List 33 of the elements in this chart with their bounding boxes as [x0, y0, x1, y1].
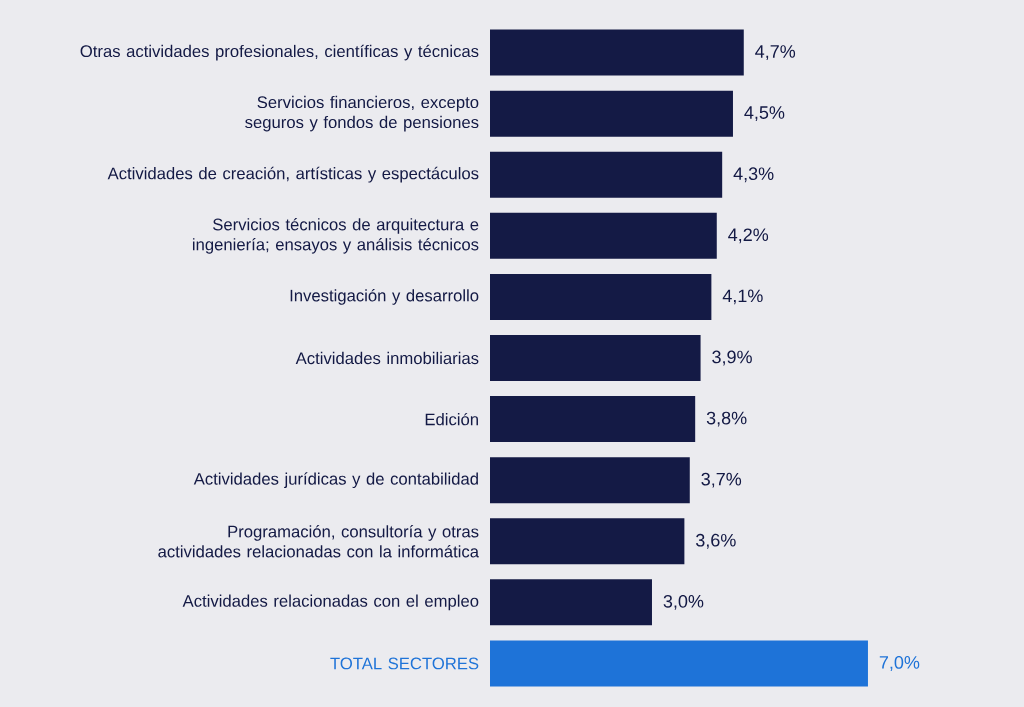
y-tick-label: Otras actividades profesionales, científicas y técnicas — [80, 44, 479, 61]
bar — [490, 518, 685, 565]
data-label: 4,2% — [728, 228, 769, 244]
data-label: 3,7% — [701, 472, 742, 488]
y-tick-label: Servicios técnicos de arquitectura e ingeniería; ensayos y análisis técnicos — [192, 217, 479, 254]
bar — [490, 29, 744, 76]
data-label: 3,6% — [696, 533, 736, 549]
data-label: 7,0% — [879, 656, 920, 671]
data-label: 3,8% — [706, 411, 747, 427]
bar — [490, 273, 712, 320]
y-tick-label: Actividades relacionadas con el empleo — [182, 594, 479, 611]
y-tick-label: TOTAL SECTORES — [330, 657, 479, 670]
bar — [490, 212, 717, 259]
y-tick-label: Edición — [425, 412, 478, 426]
data-label: 4,7% — [755, 45, 796, 60]
bar — [490, 579, 652, 626]
y-tick-label: Programación, consultoría y otras actividades relacionadas con la informática — [158, 525, 479, 558]
bar — [490, 90, 733, 137]
y-tick-label: Actividades jurídicas y de contabilidad — [193, 472, 478, 489]
y-tick-label: Servicios financieros, excepto seguros y fondos de pensiones — [245, 95, 479, 132]
data-label: 4,5% — [744, 106, 785, 122]
data-label: 3,9% — [712, 350, 752, 366]
y-tick-label: Investigación y desarrollo — [290, 289, 479, 305]
bar — [490, 335, 701, 382]
data-label: 4,1% — [722, 289, 763, 305]
bar — [490, 640, 868, 687]
data-label: 4,3% — [733, 167, 774, 183]
data-label: 3,0% — [663, 594, 704, 610]
bar — [490, 151, 723, 198]
bar — [490, 457, 690, 504]
y-tick-label: Actividades inmobiliarias — [295, 351, 479, 365]
bar — [490, 396, 696, 443]
y-tick-label: Actividades de creación, artísticas y espectáculos — [107, 166, 479, 183]
